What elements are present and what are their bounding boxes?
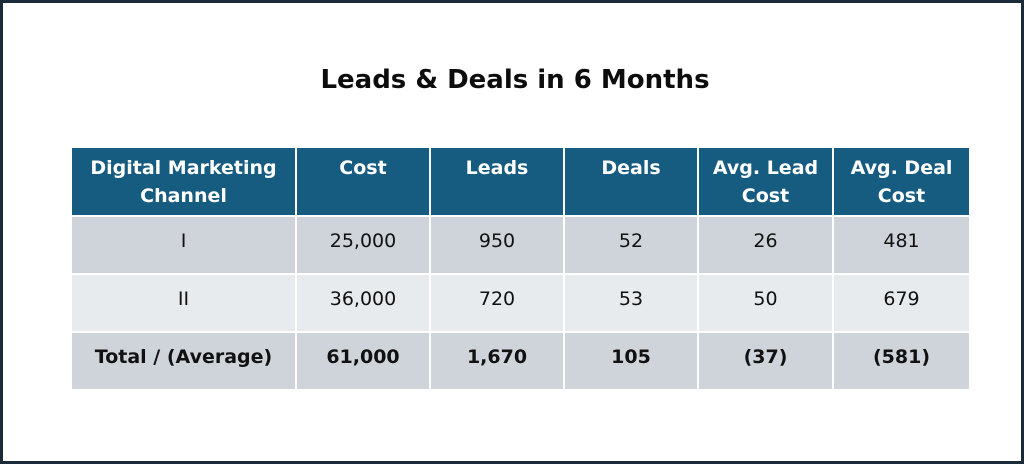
- table-cell: 53: [563, 273, 699, 333]
- table-row: II 36,000 720 53 50 679: [70, 273, 971, 333]
- data-table: Digital Marketing Channel Cost Leads Dea…: [70, 146, 971, 391]
- table-cell: 720: [429, 273, 565, 333]
- table-cell: (37): [697, 331, 834, 391]
- table-cell: 36,000: [295, 273, 431, 333]
- column-header: Avg. Lead Cost: [697, 146, 834, 217]
- table-total-row: Total / (Average) 61,000 1,670 105 (37) …: [70, 331, 971, 391]
- table-header-row: Digital Marketing Channel Cost Leads Dea…: [70, 146, 971, 217]
- table-cell: 1,670: [429, 331, 565, 391]
- table-cell: Total / (Average): [70, 331, 297, 391]
- column-header: Avg. Deal Cost: [832, 146, 971, 217]
- table-cell: (581): [832, 331, 971, 391]
- column-header: Deals: [563, 146, 699, 217]
- table-cell: I: [70, 215, 297, 275]
- column-header: Cost: [295, 146, 431, 217]
- table-cell: 481: [832, 215, 971, 275]
- table-cell: 50: [697, 273, 834, 333]
- table-cell: 105: [563, 331, 699, 391]
- table-row: I 25,000 950 52 26 481: [70, 215, 971, 275]
- table-cell: 26: [697, 215, 834, 275]
- table-cell: 950: [429, 215, 565, 275]
- column-header: Leads: [429, 146, 565, 217]
- table-cell: II: [70, 273, 297, 333]
- table-cell: 52: [563, 215, 699, 275]
- table-cell: 25,000: [295, 215, 431, 275]
- table-cell: 61,000: [295, 331, 431, 391]
- column-header: Digital Marketing Channel: [70, 146, 297, 217]
- table-cell: 679: [832, 273, 971, 333]
- chart-title: Leads & Deals in 6 Months: [320, 65, 710, 95]
